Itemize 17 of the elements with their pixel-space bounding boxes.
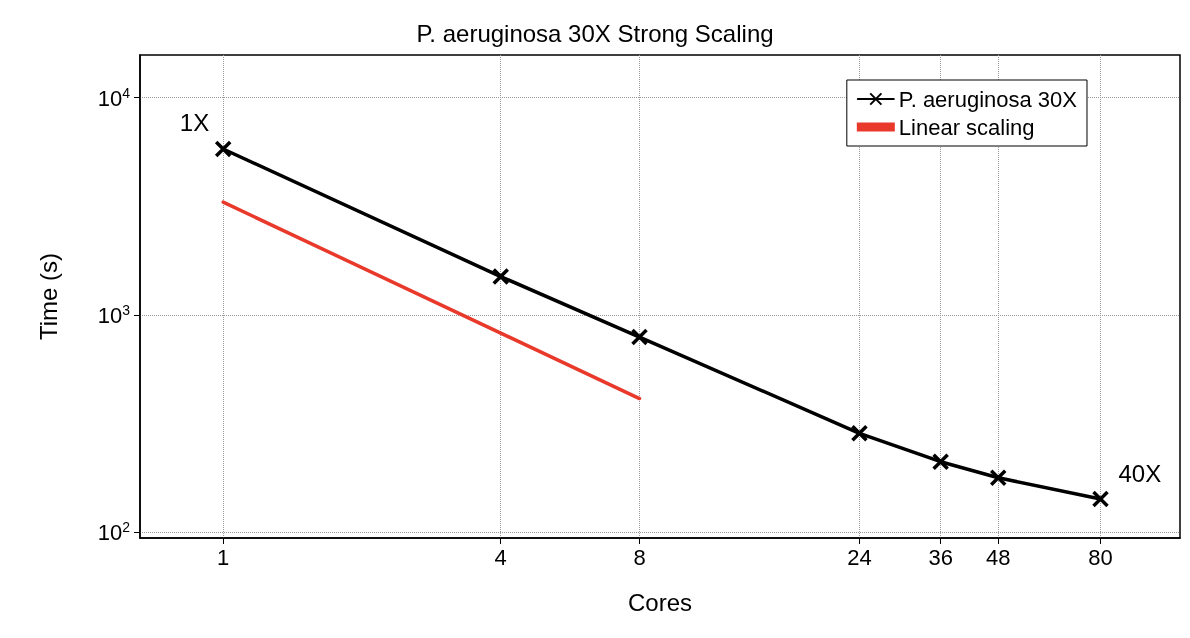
x-axis-title: Cores: [627, 588, 693, 616]
y-tick-label: 10$^{3}$: [97, 301, 131, 328]
chart-title: P. aeruginosa 30X Strong Scaling: [416, 19, 774, 47]
y-axis-title: Time (s): [34, 252, 62, 341]
legend-label: Linear scaling: [898, 114, 1035, 140]
x-tick-label: 48: [985, 544, 1011, 570]
x-tick-label: 80: [1088, 544, 1113, 570]
x-tick-label: 8: [633, 544, 646, 570]
legend-label: P. aeruginosa 30X: [898, 86, 1078, 112]
annotation: 40X: [1118, 459, 1162, 487]
x-tick-label: 36: [928, 544, 953, 570]
y-tick-label: 10$^{4}$: [97, 84, 131, 111]
x-tick-label: 24: [847, 544, 872, 570]
y-tick-label: 10$^{2}$: [97, 519, 131, 546]
annotation: 1X: [179, 109, 210, 137]
x-tick-label: 1: [217, 544, 230, 570]
x-tick-label: 4: [494, 544, 507, 570]
